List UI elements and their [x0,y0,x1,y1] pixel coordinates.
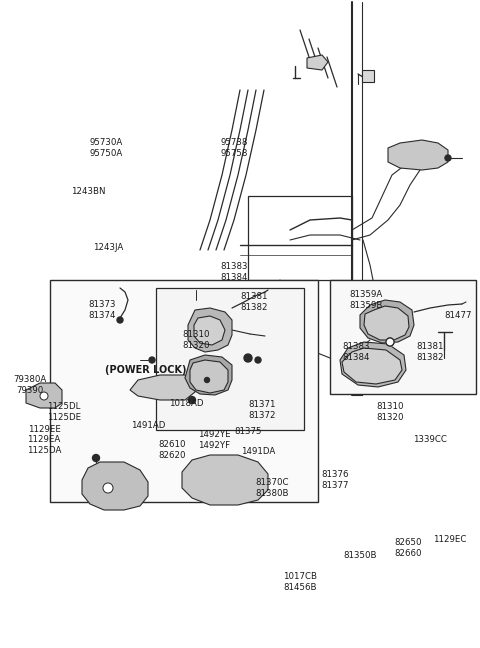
Text: 81359A
81359B: 81359A 81359B [349,290,383,310]
Text: 82610
82620: 82610 82620 [158,440,186,459]
Text: 1018AD: 1018AD [169,399,203,408]
Text: 81310
81320: 81310 81320 [376,402,404,422]
Bar [156,288,304,430]
Polygon shape [188,308,232,352]
Polygon shape [364,306,409,340]
Circle shape [40,392,48,400]
Circle shape [386,338,394,346]
Polygon shape [307,55,328,70]
Circle shape [93,454,99,461]
Circle shape [255,357,261,363]
Bar [165,355,215,390]
Circle shape [445,155,451,161]
Circle shape [386,338,394,346]
Circle shape [244,354,252,362]
Text: 81376
81377: 81376 81377 [321,470,349,490]
Polygon shape [185,355,232,395]
Text: 81381
81382: 81381 81382 [240,292,268,312]
Text: 81310
81320: 81310 81320 [182,330,210,350]
Text: 81381
81382: 81381 81382 [416,342,444,362]
Text: 1491AD: 1491AD [131,421,165,430]
Text: 1125DL
1125DE: 1125DL 1125DE [47,402,81,422]
Polygon shape [26,383,62,408]
Polygon shape [362,70,374,82]
Circle shape [149,357,155,363]
Polygon shape [130,375,195,400]
Text: 81371
81372: 81371 81372 [248,400,276,420]
Text: 81373
81374: 81373 81374 [88,300,116,319]
Text: 1129EC: 1129EC [433,535,467,544]
Text: 95738
95758: 95738 95758 [220,138,248,157]
Text: 1243JA: 1243JA [93,244,123,253]
Polygon shape [82,462,148,510]
Circle shape [117,317,123,323]
Text: 1339CC: 1339CC [413,435,447,445]
Circle shape [189,397,195,404]
Circle shape [386,338,394,346]
Text: 1243BN: 1243BN [71,187,105,196]
Polygon shape [190,360,228,393]
Text: 1017CB
81456B: 1017CB 81456B [283,572,317,592]
Text: 1492YE
1492YF: 1492YE 1492YF [198,430,230,450]
Text: 95730A
95750A: 95730A 95750A [89,138,122,157]
Circle shape [103,483,113,493]
Text: 81383
81384: 81383 81384 [220,262,248,282]
Text: 1129EE
1129EA
1125DA: 1129EE 1129EA 1125DA [27,425,61,455]
Bar [50,280,318,502]
Text: 81383
81384: 81383 81384 [342,342,370,362]
Text: 81477: 81477 [444,312,472,321]
Text: 81370C
81380B: 81370C 81380B [255,478,289,498]
Text: 79380A
79390: 79380A 79390 [13,375,47,395]
Text: 81375: 81375 [234,428,262,437]
Polygon shape [194,316,225,345]
Text: 82650
82660: 82650 82660 [394,538,422,558]
Polygon shape [340,342,406,387]
Polygon shape [342,348,402,384]
Bar [248,196,352,280]
Circle shape [204,378,209,382]
Bar [330,280,476,394]
Text: 1491DA: 1491DA [241,448,275,456]
Polygon shape [182,455,268,505]
Polygon shape [388,140,448,170]
Text: 81350B: 81350B [343,551,377,561]
Text: (POWER LOCK): (POWER LOCK) [105,365,187,375]
Polygon shape [360,300,414,343]
